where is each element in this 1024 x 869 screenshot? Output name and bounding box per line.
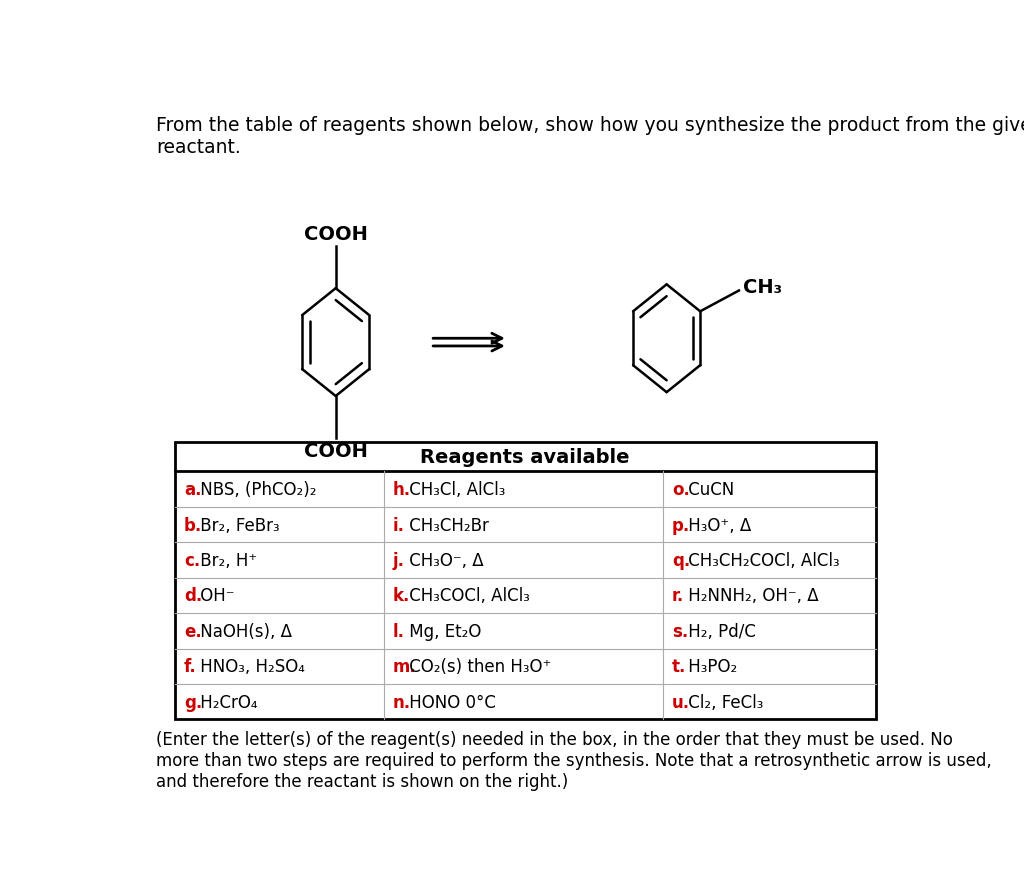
Text: b.: b. [183, 516, 202, 534]
Text: H₂, Pd/C: H₂, Pd/C [683, 622, 756, 640]
Text: m.: m. [393, 658, 417, 675]
Text: CH₃CH₂COCl, AlCl₃: CH₃CH₂COCl, AlCl₃ [683, 551, 840, 569]
Text: (Enter the letter(s) of the reagent(s) needed in the box, in the order that they: (Enter the letter(s) of the reagent(s) n… [156, 730, 991, 790]
Text: f.: f. [183, 658, 197, 675]
Text: CH₃O⁻, Δ: CH₃O⁻, Δ [403, 551, 483, 569]
Text: a.: a. [183, 481, 202, 499]
Text: COOH: COOH [304, 224, 368, 243]
Text: HONO 0°C: HONO 0°C [403, 693, 496, 711]
Text: g.: g. [183, 693, 202, 711]
Text: q.: q. [672, 551, 690, 569]
Text: d.: d. [183, 587, 202, 605]
Text: CuCN: CuCN [683, 481, 734, 499]
Text: r.: r. [672, 587, 684, 605]
Text: From the table of reagents shown below, show how you synthesize the product from: From the table of reagents shown below, … [156, 116, 1024, 156]
Text: n.: n. [393, 693, 412, 711]
Text: c.: c. [183, 551, 200, 569]
Text: Mg, Et₂O: Mg, Et₂O [403, 622, 481, 640]
Text: CH₃: CH₃ [742, 278, 781, 297]
Text: H₃O⁺, Δ: H₃O⁺, Δ [683, 516, 752, 534]
Text: H₂CrO₄: H₂CrO₄ [195, 693, 257, 711]
Text: CO₂(s) then H₃O⁺: CO₂(s) then H₃O⁺ [403, 658, 551, 675]
Text: NBS, (PhCO₂)₂: NBS, (PhCO₂)₂ [195, 481, 316, 499]
Text: COOH: COOH [304, 442, 368, 461]
Bar [174, 442, 876, 720]
Text: e.: e. [183, 622, 202, 640]
Text: Cl₂, FeCl₃: Cl₂, FeCl₃ [683, 693, 763, 711]
Text: H₃PO₂: H₃PO₂ [683, 658, 737, 675]
Text: OH⁻: OH⁻ [195, 587, 234, 605]
Text: p.: p. [672, 516, 690, 534]
Text: j.: j. [393, 551, 406, 569]
Text: k.: k. [393, 587, 411, 605]
Text: h.: h. [393, 481, 412, 499]
Text: NaOH(s), Δ: NaOH(s), Δ [195, 622, 292, 640]
Text: H₂NNH₂, OH⁻, Δ: H₂NNH₂, OH⁻, Δ [683, 587, 818, 605]
Text: HNO₃, H₂SO₄: HNO₃, H₂SO₄ [195, 658, 304, 675]
Text: s.: s. [672, 622, 688, 640]
Text: o.: o. [672, 481, 690, 499]
Text: Reagents available: Reagents available [421, 448, 630, 467]
Text: l.: l. [393, 622, 406, 640]
Text: CH₃Cl, AlCl₃: CH₃Cl, AlCl₃ [403, 481, 505, 499]
Text: u.: u. [672, 693, 690, 711]
Text: CH₃COCl, AlCl₃: CH₃COCl, AlCl₃ [403, 587, 529, 605]
Text: Br₂, FeBr₃: Br₂, FeBr₃ [195, 516, 280, 534]
Text: CH₃CH₂Br: CH₃CH₂Br [403, 516, 488, 534]
Text: Br₂, H⁺: Br₂, H⁺ [195, 551, 257, 569]
Text: i.: i. [393, 516, 406, 534]
Text: t.: t. [672, 658, 686, 675]
